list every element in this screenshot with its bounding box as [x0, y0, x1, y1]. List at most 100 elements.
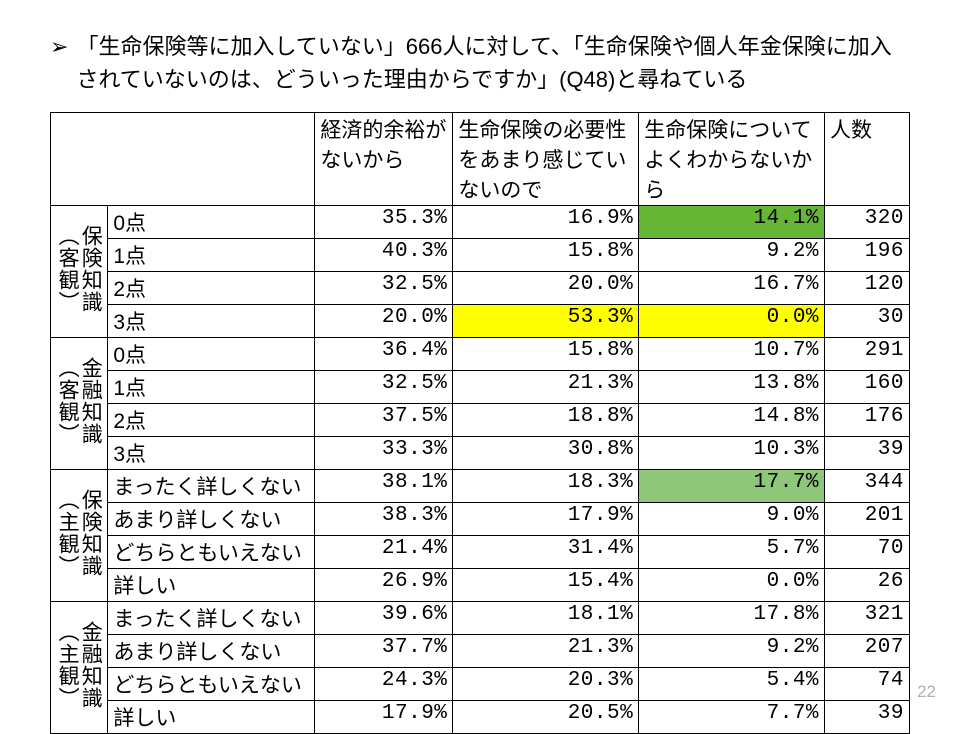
row-label: あまり詳しくない	[108, 635, 315, 668]
cell-c3: 9.2%	[639, 239, 825, 272]
table-row: （主観）金融知識まったく詳しくない39.6%18.1%17.8%321	[51, 602, 910, 635]
table-row: （客観）金融知識0点36.4%15.8%10.7%291	[51, 338, 910, 371]
cell-c4: 196	[825, 239, 910, 272]
cell-c4: 320	[825, 206, 910, 239]
bullet-paragraph: ➢ 「生命保険等に加入していない」666人に対して、「生命保険や個人年金保険に加…	[50, 30, 910, 96]
cell-c2: 18.3%	[453, 470, 639, 503]
cell-c1: 37.5%	[315, 404, 453, 437]
cell-c4: 160	[825, 371, 910, 404]
group-title-main: 金融知識	[79, 357, 102, 445]
cell-c3: 10.7%	[639, 338, 825, 371]
group-header: （主観）保険知識	[51, 470, 108, 602]
cell-c4: 201	[825, 503, 910, 536]
table-row: （主観）保険知識まったく詳しくない38.1%18.3%17.7%344	[51, 470, 910, 503]
cell-c3: 5.7%	[639, 536, 825, 569]
cell-c1: 32.5%	[315, 371, 453, 404]
cell-c2: 21.3%	[453, 635, 639, 668]
row-label: まったく詳しくない	[108, 602, 315, 635]
cell-c2: 15.8%	[453, 239, 639, 272]
cell-c1: 39.6%	[315, 602, 453, 635]
header-row: 経済的余裕がないから 生命保険の必要性をあまり感じていないので 生命保険について…	[51, 113, 910, 206]
cell-c4: 321	[825, 602, 910, 635]
page-number: 22	[917, 682, 936, 702]
cell-c3: 7.7%	[639, 701, 825, 734]
cell-c2: 17.9%	[453, 503, 639, 536]
cell-c2: 30.8%	[453, 437, 639, 470]
cell-c1: 21.4%	[315, 536, 453, 569]
row-label: 2点	[108, 404, 315, 437]
cell-c1: 32.5%	[315, 272, 453, 305]
header-col3: 生命保険についてよくわからないから	[639, 113, 825, 206]
cell-c2: 20.3%	[453, 668, 639, 701]
table-row: 3点33.3%30.8%10.3%39	[51, 437, 910, 470]
cell-c1: 35.3%	[315, 206, 453, 239]
cell-c2: 18.8%	[453, 404, 639, 437]
table-row: どちらともいえない21.4%31.4%5.7%70	[51, 536, 910, 569]
group-title-sub: （客観）	[56, 225, 79, 313]
row-label: 詳しい	[108, 701, 315, 734]
cell-c4: 26	[825, 569, 910, 602]
header-col4: 人数	[825, 113, 910, 206]
cell-c2: 20.5%	[453, 701, 639, 734]
group-title-main: 保険知識	[79, 225, 102, 313]
cell-c2: 21.3%	[453, 371, 639, 404]
cell-c1: 17.9%	[315, 701, 453, 734]
row-label: 1点	[108, 239, 315, 272]
group-header: （客観）金融知識	[51, 338, 108, 470]
cell-c2: 20.0%	[453, 272, 639, 305]
table-row: あまり詳しくない38.3%17.9%9.0%201	[51, 503, 910, 536]
cell-c3: 9.2%	[639, 635, 825, 668]
cell-c1: 26.9%	[315, 569, 453, 602]
table-row: あまり詳しくない37.7%21.3%9.2%207	[51, 635, 910, 668]
header-col2: 生命保険の必要性をあまり感じていないので	[453, 113, 639, 206]
cell-c2: 18.1%	[453, 602, 639, 635]
cell-c4: 70	[825, 536, 910, 569]
row-label: どちらともいえない	[108, 668, 315, 701]
table-row: 詳しい17.9%20.5%7.7%39	[51, 701, 910, 734]
row-label: 1点	[108, 371, 315, 404]
group-title-main: 金融知識	[79, 621, 102, 709]
row-label: まったく詳しくない	[108, 470, 315, 503]
cell-c3: 17.7%	[639, 470, 825, 503]
cell-c2: 15.4%	[453, 569, 639, 602]
cell-c3: 10.3%	[639, 437, 825, 470]
cell-c2: 16.9%	[453, 206, 639, 239]
cell-c3: 13.8%	[639, 371, 825, 404]
table-row: どちらともいえない24.3%20.3%5.4%74	[51, 668, 910, 701]
cell-c1: 36.4%	[315, 338, 453, 371]
table-row: 1点40.3%15.8%9.2%196	[51, 239, 910, 272]
row-label: 0点	[108, 206, 315, 239]
cell-c4: 207	[825, 635, 910, 668]
group-title-sub: （客観）	[56, 357, 79, 445]
cell-c3: 9.0%	[639, 503, 825, 536]
cell-c2: 53.3%	[453, 305, 639, 338]
cell-c3: 0.0%	[639, 569, 825, 602]
cell-c3: 14.1%	[639, 206, 825, 239]
row-label: 3点	[108, 437, 315, 470]
row-label: 0点	[108, 338, 315, 371]
cell-c4: 176	[825, 404, 910, 437]
group-header: （主観）金融知識	[51, 602, 108, 734]
cell-c4: 291	[825, 338, 910, 371]
cell-c1: 24.3%	[315, 668, 453, 701]
header-blank	[51, 113, 315, 206]
cell-c4: 120	[825, 272, 910, 305]
cell-c4: 344	[825, 470, 910, 503]
cell-c4: 74	[825, 668, 910, 701]
cell-c1: 37.7%	[315, 635, 453, 668]
cell-c3: 17.8%	[639, 602, 825, 635]
cell-c1: 40.3%	[315, 239, 453, 272]
table-row: 詳しい26.9%15.4%0.0%26	[51, 569, 910, 602]
table-row: 2点32.5%20.0%16.7%120	[51, 272, 910, 305]
table-row: 3点20.0%53.3%0.0%30	[51, 305, 910, 338]
row-label: 詳しい	[108, 569, 315, 602]
cell-c3: 0.0%	[639, 305, 825, 338]
data-table: 経済的余裕がないから 生命保険の必要性をあまり感じていないので 生命保険について…	[50, 112, 910, 734]
cell-c1: 33.3%	[315, 437, 453, 470]
cell-c2: 15.8%	[453, 338, 639, 371]
cell-c1: 38.1%	[315, 470, 453, 503]
cell-c2: 31.4%	[453, 536, 639, 569]
cell-c3: 5.4%	[639, 668, 825, 701]
cell-c1: 38.3%	[315, 503, 453, 536]
group-title-sub: （主観）	[56, 621, 79, 709]
